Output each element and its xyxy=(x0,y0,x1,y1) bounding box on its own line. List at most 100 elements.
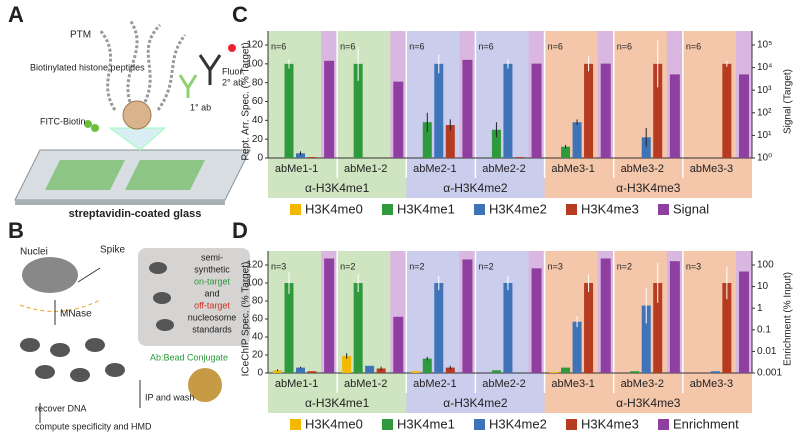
label: PTM xyxy=(70,30,91,41)
legend-swatch xyxy=(474,419,485,430)
label: Spike xyxy=(100,245,125,256)
panel-a: A PTM Biotinylated histone peptides FITC… xyxy=(8,2,251,220)
arrow xyxy=(77,267,101,283)
bar xyxy=(422,358,432,373)
bar xyxy=(462,259,473,373)
dash xyxy=(19,299,101,312)
legend-swatch xyxy=(566,419,577,430)
bar xyxy=(584,63,594,159)
group-label: α-H3K4me2 xyxy=(443,396,508,410)
bar xyxy=(284,283,294,373)
bar xyxy=(561,146,571,158)
x-tick-label: abMe2-2 xyxy=(482,163,525,175)
x-tick-label: abMe1-1 xyxy=(275,378,318,390)
bar xyxy=(514,157,524,158)
label: MNase xyxy=(60,309,92,320)
label: 1° ab xyxy=(190,102,211,112)
group-band xyxy=(544,178,752,198)
bar xyxy=(739,74,749,158)
bar xyxy=(353,63,363,159)
legend-label: H3K4me3 xyxy=(581,416,639,431)
group-band xyxy=(268,393,415,413)
legend-swatch xyxy=(290,204,301,215)
legend-label: H3K4me2 xyxy=(489,201,547,216)
y-tick-label: 40 xyxy=(252,115,264,126)
legend-swatch xyxy=(658,419,669,430)
y2-tick-label: 100 xyxy=(757,260,774,271)
y-axis-title: ICeChIP Spec. (% Target) xyxy=(241,262,252,377)
bar xyxy=(342,355,352,373)
bar xyxy=(641,305,651,373)
panel-letter: A xyxy=(8,2,24,27)
annotation: n=2 xyxy=(478,261,493,271)
bar xyxy=(572,122,582,158)
panel-letter: C xyxy=(232,2,248,27)
group-label: α-H3K4me2 xyxy=(443,181,508,195)
bar xyxy=(376,368,386,373)
y2-axis-title: Enrichment (% Input) xyxy=(783,272,794,366)
fluor xyxy=(228,44,236,52)
label: streptavidin-coated glass xyxy=(69,208,202,220)
label: Ab:Bead Conjugate xyxy=(150,352,228,362)
bar xyxy=(324,60,335,158)
bead xyxy=(122,100,152,130)
group-band xyxy=(406,393,553,413)
primary-ab xyxy=(178,74,198,98)
label: nucleosome xyxy=(188,312,237,322)
y2-tick-label: 10⁵ xyxy=(757,40,772,51)
group-label: α-H3K4me1 xyxy=(305,396,370,410)
bar xyxy=(669,74,680,158)
x-tick-label: abMe1-2 xyxy=(344,163,387,175)
y2-tick-label: 0.001 xyxy=(757,368,782,379)
y-tick-label: 20 xyxy=(252,350,264,361)
label: on-target xyxy=(194,276,231,286)
legend-swatch xyxy=(290,419,301,430)
bar xyxy=(722,283,732,373)
x-tick-label: abMe3-3 xyxy=(690,378,733,390)
bar xyxy=(584,283,594,373)
bar xyxy=(600,258,611,373)
y-tick-label: 0 xyxy=(257,368,263,379)
label: FITC-Biotin xyxy=(40,116,86,126)
bar xyxy=(434,283,444,373)
annotation: n=6 xyxy=(548,41,563,51)
y2-tick-label: 10¹ xyxy=(757,130,772,141)
legend-swatch xyxy=(474,204,485,215)
panel-b: B Nuclei Spike MNase semi- synthetic on-… xyxy=(8,218,250,431)
label: semi- xyxy=(201,252,223,262)
label: Fluor. xyxy=(222,66,245,76)
y-tick-label: 120 xyxy=(246,40,263,51)
y-tick-label: 0 xyxy=(257,153,263,164)
bar xyxy=(422,122,432,158)
bar xyxy=(353,283,363,373)
legend-label: Signal xyxy=(673,201,709,216)
group-label: α-H3K4me3 xyxy=(616,181,681,195)
group-label: α-H3K4me1 xyxy=(305,181,370,195)
x-tick-label: abMe3-1 xyxy=(551,163,594,175)
group-band xyxy=(406,178,553,198)
bar xyxy=(710,371,720,373)
legend-label: H3K4me0 xyxy=(305,201,363,216)
y-tick-label: 60 xyxy=(252,314,264,325)
annotation: n=6 xyxy=(686,41,701,51)
label: compute specificity and HMD xyxy=(35,421,152,431)
y2-tick-label: 10⁴ xyxy=(757,62,772,73)
bar xyxy=(307,157,317,158)
y-tick-label: 80 xyxy=(252,296,264,307)
group-band xyxy=(268,178,415,198)
annotation: n=3 xyxy=(548,261,563,271)
peptides xyxy=(98,19,187,111)
y-tick-label: 100 xyxy=(246,58,263,69)
annotation: n=6 xyxy=(478,41,493,51)
secondary-ab xyxy=(198,54,222,85)
bar xyxy=(739,271,749,373)
nucleosomes xyxy=(149,262,174,331)
bar xyxy=(503,63,513,159)
bead xyxy=(188,368,222,402)
label: synthetic xyxy=(194,264,230,274)
bar xyxy=(365,365,375,373)
annotation: n=6 xyxy=(617,41,632,51)
label: Biotinylated histone peptides xyxy=(30,62,145,72)
legend-label: H3K4me1 xyxy=(397,416,455,431)
label: off-target xyxy=(194,300,230,310)
